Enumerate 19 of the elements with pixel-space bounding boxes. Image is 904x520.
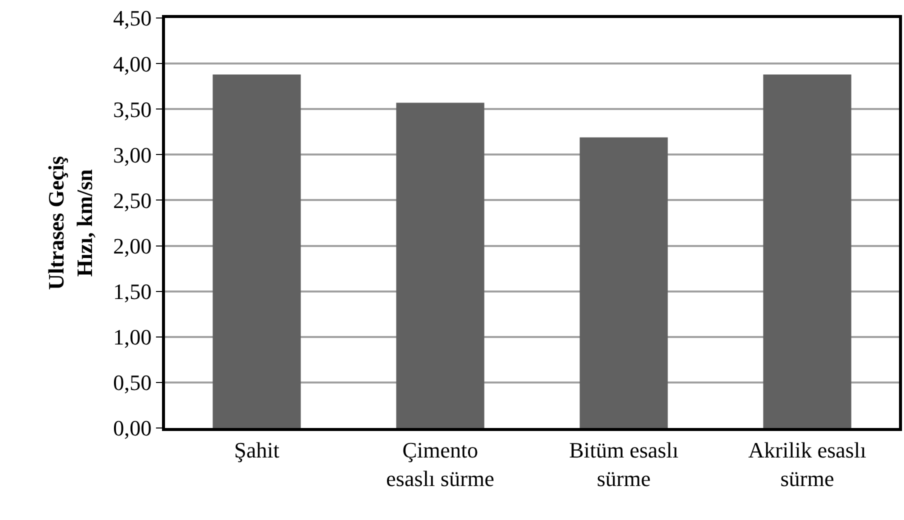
bar — [212, 74, 301, 428]
y-tick-label: 0,50 — [113, 370, 152, 396]
y-tick-label: 2,50 — [113, 188, 152, 213]
bar — [396, 102, 484, 428]
bar — [763, 74, 852, 428]
x-tick-label: Akrilik esaslı sürme — [748, 437, 866, 491]
x-tick-label: Çimento esaslı sürme — [386, 437, 494, 491]
y-tick-label: 4,50 — [113, 6, 152, 31]
y-tick-label: 4,00 — [113, 51, 152, 76]
y-tick-label: 1,50 — [113, 279, 152, 304]
y-tick-label: 0,00 — [113, 416, 152, 441]
y-tick-label: 3,00 — [113, 142, 152, 168]
bar — [580, 137, 668, 428]
y-tick-label: 3,50 — [113, 96, 152, 122]
y-tick-label: 1,00 — [113, 324, 152, 350]
y-tick-label: 2,00 — [113, 233, 152, 258]
y-axis-title: Ultrases Geçiş Hızı, km/sn — [43, 156, 97, 290]
x-tick-label: Bitüm esaslı sürme — [569, 437, 678, 491]
x-tick-label: Şahit — [234, 437, 280, 462]
